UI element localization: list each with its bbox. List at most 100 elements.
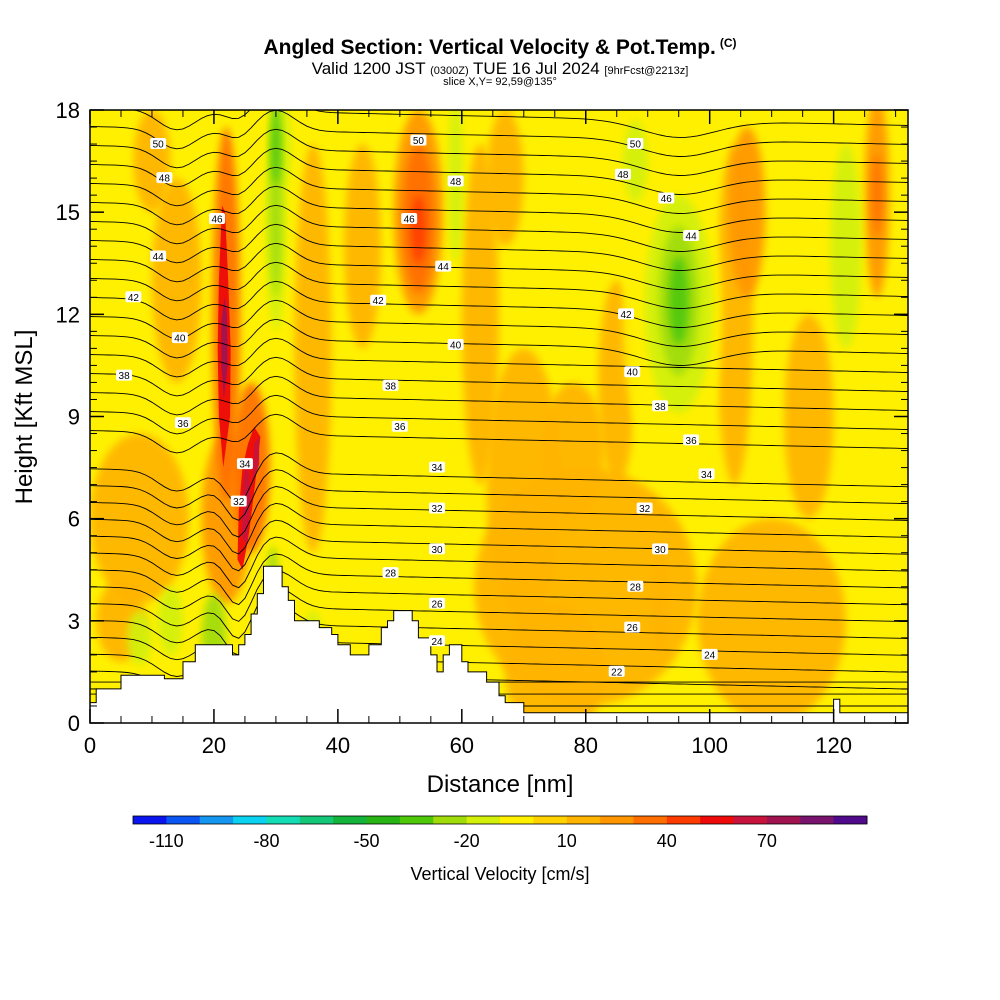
contour-label-text: 38 bbox=[119, 371, 131, 382]
contour-label: 46 bbox=[401, 212, 418, 225]
vv-blob bbox=[158, 586, 183, 655]
contour-label: 30 bbox=[429, 543, 446, 556]
contour-label-text: 34 bbox=[239, 460, 251, 471]
theta-contour-line bbox=[90, 110, 908, 157]
contour-label: 48 bbox=[447, 175, 464, 188]
contour-label: 48 bbox=[614, 168, 631, 181]
contour-label: 32 bbox=[230, 495, 247, 508]
theta-contour-line bbox=[90, 519, 908, 572]
theta-contour-line bbox=[90, 469, 908, 521]
contour-label-text: 22 bbox=[611, 667, 623, 678]
valid-time: Valid 1200 JST bbox=[311, 59, 426, 78]
contour-label-box bbox=[125, 291, 142, 303]
contour-label-box bbox=[209, 212, 226, 224]
contour-label-box bbox=[156, 172, 173, 184]
contour-label-box bbox=[608, 665, 625, 677]
contour-label-text: 38 bbox=[655, 402, 667, 413]
colorbar-swatch bbox=[133, 816, 167, 824]
colorbar-tick-label: 10 bbox=[557, 831, 577, 851]
vv-blob bbox=[270, 110, 281, 185]
contour-label-box bbox=[150, 250, 167, 262]
vv-blob bbox=[151, 178, 202, 383]
colorbar-swatch bbox=[333, 816, 368, 824]
x-tick-label: 80 bbox=[574, 733, 598, 758]
contour-label-text: 44 bbox=[438, 262, 450, 273]
contour-label-text: 30 bbox=[655, 545, 667, 556]
y-tick-label: 9 bbox=[68, 405, 80, 430]
chart-subtitle: Valid 1200 JST (0300Z) TUE 16 Jul 2024 [… bbox=[0, 60, 1000, 80]
contour-label-text: 40 bbox=[450, 340, 462, 351]
colorbar-frame bbox=[132, 815, 868, 825]
contour-label-box bbox=[391, 420, 408, 432]
contour-label: 38 bbox=[116, 369, 133, 382]
colorbar-swatch bbox=[433, 816, 468, 824]
contour-label: 42 bbox=[125, 291, 142, 304]
contour-label: 48 bbox=[156, 172, 173, 185]
vv-blob bbox=[830, 144, 862, 349]
chart-title: Angled Section: Vertical Velocity & Pot.… bbox=[0, 36, 1000, 60]
slice-info: slice X,Y= 92,59@135° bbox=[443, 76, 557, 88]
contour-label-box bbox=[410, 134, 427, 146]
theta-contour-line bbox=[90, 452, 908, 504]
contour-label-box bbox=[698, 468, 715, 480]
contour-label-text: 30 bbox=[431, 545, 443, 556]
contour-label-box bbox=[624, 366, 641, 378]
contour-label-box bbox=[627, 580, 644, 592]
contour-label-text: 36 bbox=[177, 419, 189, 430]
colorbar-swatch bbox=[233, 816, 267, 824]
colorbar-swatch bbox=[299, 816, 334, 824]
contour-label: 22 bbox=[608, 665, 625, 678]
colorbar-swatch bbox=[600, 816, 634, 824]
colorbar-tick-label: -50 bbox=[354, 831, 380, 851]
contour-label-box bbox=[382, 567, 399, 579]
y-tick-label: 12 bbox=[56, 302, 80, 327]
contour-label-text: 32 bbox=[233, 497, 245, 508]
contour-label-box bbox=[401, 212, 418, 224]
vv-blob bbox=[650, 552, 670, 655]
contour-label-box bbox=[614, 168, 631, 180]
contour-label: 44 bbox=[683, 230, 700, 243]
contour-label-box bbox=[624, 621, 641, 633]
colorbar-swatch bbox=[633, 816, 668, 824]
contour-label-text: 42 bbox=[373, 296, 385, 307]
theta-contour-line bbox=[90, 280, 908, 328]
colorbar-tick-label: 70 bbox=[757, 831, 777, 851]
updraft-core bbox=[252, 436, 260, 485]
theta-contour-line bbox=[90, 356, 908, 397]
plot-area: 50 50 50 48 48 48 46 46 46 44 44 44 42 42 42 40 40 40 38 38… bbox=[90, 110, 908, 723]
colorbar-swatch bbox=[833, 816, 868, 824]
vv-blob bbox=[486, 110, 524, 247]
contour-label-text: 32 bbox=[639, 504, 651, 515]
vv-blob bbox=[505, 603, 605, 723]
theta-contour-line bbox=[90, 204, 908, 252]
contour-label: 40 bbox=[171, 332, 188, 345]
colorbar-swatch bbox=[199, 816, 234, 824]
x-tick-label: 60 bbox=[450, 733, 474, 758]
colorbar-swatch bbox=[533, 816, 568, 824]
colorbar-label: Vertical Velocity [cm/s] bbox=[410, 864, 589, 884]
vv-blob bbox=[622, 120, 648, 202]
contour-label: 46 bbox=[209, 212, 226, 225]
contour-label-text: 44 bbox=[153, 252, 165, 263]
contour-label-text: 34 bbox=[701, 470, 713, 481]
y-tick-label: 6 bbox=[68, 507, 80, 532]
contour-label-text: 24 bbox=[431, 637, 443, 648]
contour-label: 24 bbox=[701, 648, 718, 661]
updraft-core bbox=[221, 297, 228, 400]
theta-contour-line bbox=[90, 413, 908, 454]
x-axis-label: Distance [nm] bbox=[427, 771, 574, 798]
vv-blob bbox=[90, 433, 190, 604]
colorbar-swatch bbox=[700, 816, 735, 824]
contour-label-text: 42 bbox=[128, 293, 140, 304]
theta-contour-line bbox=[90, 486, 908, 538]
contour-label-box bbox=[429, 502, 446, 514]
contour-label-box bbox=[447, 175, 464, 187]
contour-label-text: 50 bbox=[413, 136, 425, 147]
vv-blob bbox=[294, 144, 332, 553]
contour-label-text: 24 bbox=[704, 650, 716, 661]
vv-blob bbox=[448, 110, 464, 264]
colorbar-tick-label: 40 bbox=[657, 831, 677, 851]
colorbar-swatch bbox=[366, 816, 401, 824]
contour-label: 36 bbox=[683, 434, 700, 447]
